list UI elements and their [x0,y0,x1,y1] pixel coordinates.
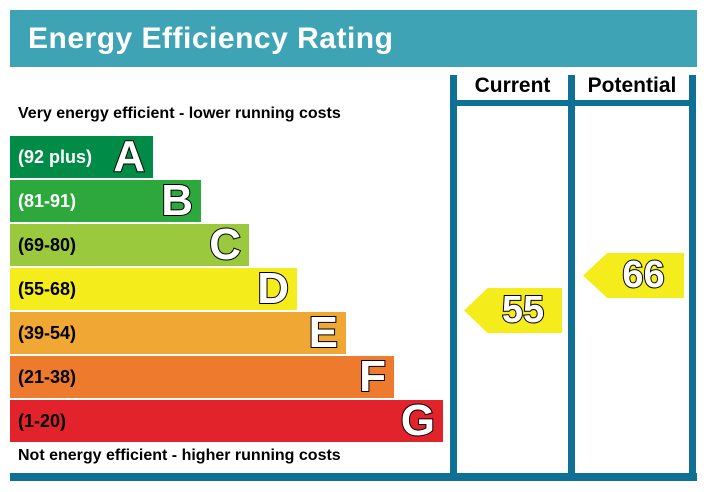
potential-rating-value: 66 [621,253,665,297]
band-row-e: (39-54) E [10,308,346,357]
band-row-f: (21-38) F [10,352,394,401]
band-range-label: (21-38) [18,366,77,387]
column-divider-border [568,75,575,481]
band-range-label: (81-91) [18,190,77,211]
title-bar: Energy Efficiency Rating [10,10,697,67]
current-rating-value: 55 [501,288,545,332]
band-letter: A [112,132,146,181]
caption-not-efficient: Not energy efficient - higher running co… [18,447,341,464]
column-header-current: Current [474,74,551,97]
band-letter: F [358,352,387,401]
band-letter: D [256,264,290,313]
header-underline [450,100,696,106]
current-column-left-border [450,75,457,481]
potential-rating-arrow: 66 [583,253,684,298]
band-range-label: (55-68) [18,278,77,299]
band-row-b: (81-91) B [10,176,201,225]
band-letter: C [208,220,242,269]
chart-bottom-border [10,473,697,481]
current-rating-arrow: 55 [464,288,562,333]
band-row-d: (55-68) D [10,264,297,313]
band-row-g: (1-20) G [10,396,443,445]
potential-column-right-border [689,75,696,481]
band-row-a: (92 plus) A [10,132,153,181]
band-range-label: (39-54) [18,322,77,343]
band-range-label: (69-80) [18,234,77,255]
caption-very-efficient: Very energy efficient - lower running co… [18,105,341,122]
band-letter: B [160,176,194,225]
band-letter: G [400,396,436,445]
band-row-c: (69-80) C [10,220,249,269]
column-header-potential: Potential [587,74,677,97]
band-range-label: (1-20) [18,410,67,431]
rating-bands: (92 plus) A (81-91) B (69-80) C (55-68) … [10,132,443,445]
band-range-label: (92 plus) [18,146,93,167]
band-letter: E [308,308,339,357]
page-title: Energy Efficiency Rating [28,21,394,55]
